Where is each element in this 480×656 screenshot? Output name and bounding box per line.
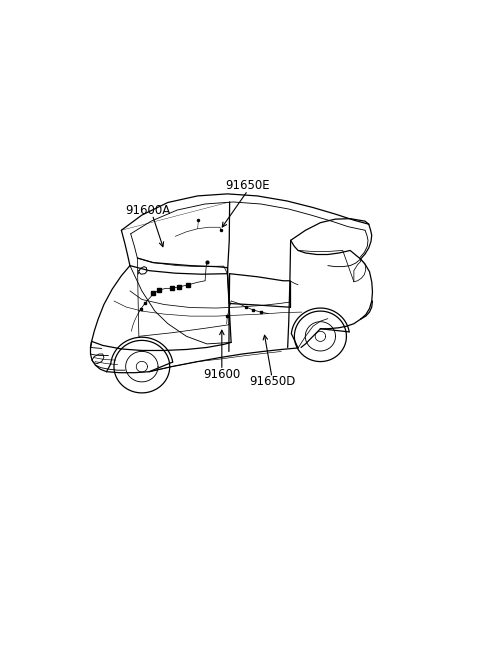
Text: 91650E: 91650E bbox=[226, 179, 270, 192]
Text: 91650D: 91650D bbox=[249, 375, 295, 388]
Text: 91600A: 91600A bbox=[125, 203, 170, 216]
Text: 91600: 91600 bbox=[203, 368, 240, 380]
